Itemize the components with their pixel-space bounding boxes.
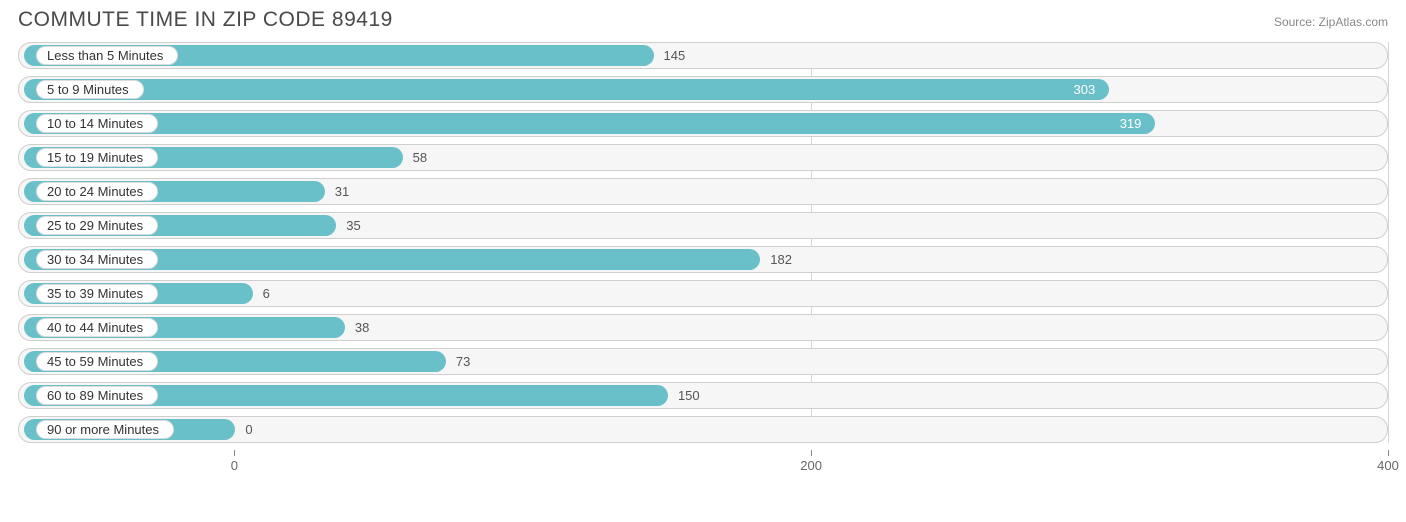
category-label: 45 to 59 Minutes	[36, 352, 158, 371]
grid-line	[1388, 42, 1389, 443]
category-label: 15 to 19 Minutes	[36, 148, 158, 167]
axis-tick-label: 400	[1377, 458, 1399, 473]
value-label: 6	[263, 281, 270, 306]
category-label: 40 to 44 Minutes	[36, 318, 158, 337]
bar-row: 20 to 24 Minutes 31	[18, 178, 1388, 205]
bar-row: Less than 5 Minutes 145	[18, 42, 1388, 69]
bar-row: 15 to 19 Minutes 58	[18, 144, 1388, 171]
bar-fill	[24, 79, 1109, 100]
axis-tick	[811, 450, 812, 456]
value-label: 58	[413, 145, 427, 170]
bar-row: 90 or more Minutes 0	[18, 416, 1388, 443]
category-label: 25 to 29 Minutes	[36, 216, 158, 235]
value-label: 0	[245, 417, 252, 442]
value-label: 182	[770, 247, 792, 272]
bar-row: 40 to 44 Minutes 38	[18, 314, 1388, 341]
bar-row: 60 to 89 Minutes 150	[18, 382, 1388, 409]
bar-row: 5 to 9 Minutes 303	[18, 76, 1388, 103]
bar-row: 35 to 39 Minutes 6	[18, 280, 1388, 307]
chart-header: COMMUTE TIME IN ZIP CODE 89419 Source: Z…	[0, 0, 1406, 42]
bar-row: 30 to 34 Minutes 182	[18, 246, 1388, 273]
axis-tick-label: 200	[800, 458, 822, 473]
x-axis: 0200400	[18, 450, 1388, 482]
category-label: 5 to 9 Minutes	[36, 80, 144, 99]
chart-plot-area: Less than 5 Minutes 145 5 to 9 Minutes 303 1…	[18, 42, 1388, 443]
axis-tick	[234, 450, 235, 456]
bar-row: 45 to 59 Minutes 73	[18, 348, 1388, 375]
bar-row: 25 to 29 Minutes 35	[18, 212, 1388, 239]
value-label: 150	[678, 383, 700, 408]
category-label: Less than 5 Minutes	[36, 46, 178, 65]
value-label: 73	[456, 349, 470, 374]
value-label: 303	[1074, 77, 1096, 102]
axis-tick-label: 0	[231, 458, 238, 473]
category-label: 35 to 39 Minutes	[36, 284, 158, 303]
value-label: 319	[1120, 111, 1142, 136]
category-label: 90 or more Minutes	[36, 420, 174, 439]
value-label: 35	[346, 213, 360, 238]
chart-source: Source: ZipAtlas.com	[1274, 15, 1388, 29]
value-label: 145	[664, 43, 686, 68]
bar-row: 10 to 14 Minutes 319	[18, 110, 1388, 137]
category-label: 20 to 24 Minutes	[36, 182, 158, 201]
axis-tick	[1388, 450, 1389, 456]
category-label: 30 to 34 Minutes	[36, 250, 158, 269]
value-label: 31	[335, 179, 349, 204]
category-label: 60 to 89 Minutes	[36, 386, 158, 405]
bar-fill	[24, 113, 1155, 134]
value-label: 38	[355, 315, 369, 340]
category-label: 10 to 14 Minutes	[36, 114, 158, 133]
chart-title: COMMUTE TIME IN ZIP CODE 89419	[18, 8, 393, 32]
